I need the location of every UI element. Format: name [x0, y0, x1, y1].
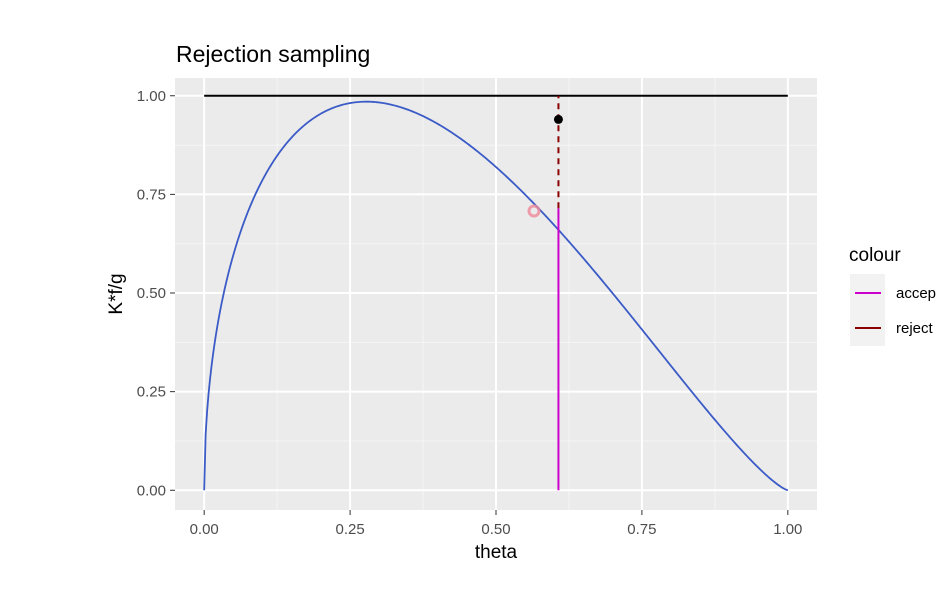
y-tick-label: 0.75 — [137, 186, 166, 203]
y-tick-label: 0.00 — [137, 482, 166, 499]
legend-label: accep — [896, 285, 936, 302]
x-tick-label: 0.75 — [627, 521, 656, 538]
chart-title: Rejection sampling — [176, 41, 370, 67]
legend-title: colour — [849, 245, 901, 266]
x-tick-label: 0.00 — [190, 521, 219, 538]
density-curve — [203, 100, 789, 492]
legend-keys-background — [850, 274, 885, 346]
x-tick-label: 0.50 — [481, 521, 510, 538]
sample-point — [553, 114, 563, 124]
y-axis-title: K*f/g — [106, 273, 127, 314]
grid-lines — [175, 78, 817, 510]
y-tick-labels: 0.00 0.25 0.50 0.75 1.00 — [137, 88, 175, 499]
x-axis-title: theta — [475, 542, 518, 563]
chart-marks — [203, 94, 789, 492]
x-tick-label: 1.00 — [773, 521, 802, 538]
y-tick-label: 0.50 — [137, 285, 166, 302]
y-tick-label: 1.00 — [137, 88, 166, 105]
cursor-highlight-icon — [527, 204, 541, 218]
legend: colour accep reject — [849, 245, 936, 346]
y-tick-label: 0.25 — [137, 384, 166, 401]
legend-label: reject — [896, 320, 934, 337]
x-tick-label: 0.25 — [335, 521, 364, 538]
x-tick-labels: 0.00 0.25 0.50 0.75 1.00 — [190, 510, 802, 538]
